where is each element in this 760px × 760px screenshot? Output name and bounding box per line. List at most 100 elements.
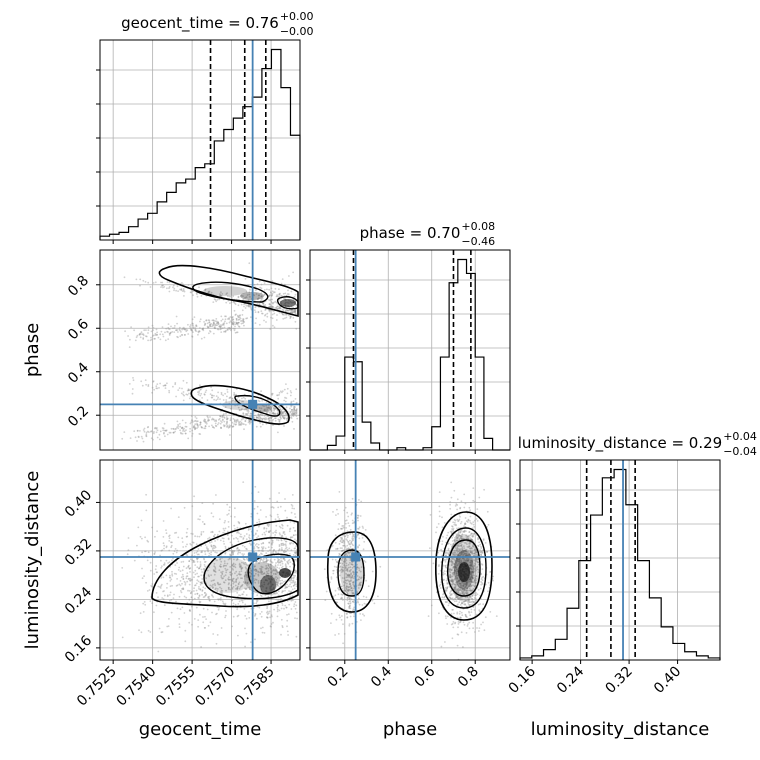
sample-point <box>284 564 287 567</box>
sample-point <box>363 560 366 562</box>
sample-point <box>255 416 258 418</box>
sample-point <box>278 559 281 561</box>
sample-point <box>245 594 248 596</box>
sample-point <box>178 583 181 586</box>
sample-point <box>238 522 241 525</box>
sample-point <box>474 631 476 633</box>
sample-point <box>208 319 211 322</box>
sample-point <box>293 405 296 408</box>
sample-point <box>330 578 333 580</box>
sample-point <box>222 531 225 534</box>
sample-point <box>257 294 260 297</box>
sample-point <box>293 311 296 313</box>
sample-point <box>237 321 240 324</box>
sample-point <box>287 613 290 615</box>
sample-point <box>470 564 473 567</box>
sample-point <box>183 328 186 331</box>
sample-point <box>219 565 222 568</box>
sample-point <box>258 518 260 521</box>
sample-point <box>469 604 472 606</box>
sample-point <box>143 430 146 433</box>
sample-point <box>458 621 461 624</box>
sample-point <box>258 407 261 409</box>
sample-point <box>269 589 272 591</box>
sample-point <box>257 543 260 546</box>
sample-point <box>441 596 444 599</box>
sample-point <box>197 518 200 520</box>
sample-point <box>228 327 231 329</box>
sample-point <box>188 583 191 586</box>
sample-point <box>199 588 202 591</box>
sample-point <box>246 576 249 578</box>
sample-point <box>291 562 294 565</box>
sample-point <box>210 580 213 582</box>
sample-point <box>457 626 459 629</box>
sample-point <box>183 295 185 297</box>
sample-point <box>295 534 297 536</box>
sample-point <box>281 554 283 557</box>
sample-point <box>229 541 232 544</box>
sample-point <box>137 435 140 438</box>
sample-point <box>235 331 238 334</box>
sample-point <box>149 339 152 342</box>
sample-point <box>182 588 185 591</box>
sample-point <box>220 590 223 592</box>
sample-point <box>185 531 188 534</box>
sample-point <box>171 584 174 587</box>
sample-point <box>258 400 261 403</box>
sample-point <box>285 413 288 416</box>
sample-point <box>254 612 257 615</box>
sample-point <box>227 513 230 515</box>
sample-point <box>266 613 269 616</box>
sample-point <box>267 577 270 580</box>
sample-point <box>285 316 288 319</box>
sample-point <box>170 599 173 601</box>
sample-point <box>134 436 137 439</box>
sample-point <box>240 422 243 425</box>
sample-point <box>127 537 130 539</box>
sample-point <box>175 315 178 318</box>
sample-point <box>285 397 288 399</box>
sample-point <box>270 301 273 303</box>
sample-point <box>236 323 239 326</box>
sample-point <box>286 630 289 633</box>
sample-point <box>268 530 271 533</box>
sample-point <box>148 431 150 433</box>
sample-point <box>232 578 234 580</box>
sample-point <box>268 417 271 420</box>
sample-point <box>211 587 214 589</box>
sample-point <box>171 573 174 576</box>
sample-point <box>221 416 224 419</box>
sample-point <box>177 290 180 292</box>
sample-point <box>246 581 249 584</box>
sample-point <box>168 535 170 538</box>
sample-point <box>231 399 233 402</box>
sample-point <box>217 321 220 324</box>
sample-point <box>229 571 232 574</box>
sample-point <box>272 411 274 414</box>
sample-point <box>284 396 286 399</box>
sample-point <box>236 558 239 561</box>
sample-point <box>192 425 195 428</box>
sample-point <box>445 617 447 620</box>
sample-point <box>243 546 246 548</box>
sample-point <box>284 317 286 320</box>
sample-point <box>230 301 233 304</box>
sample-point <box>278 525 281 528</box>
sample-point <box>188 560 191 562</box>
sample-point <box>256 416 258 419</box>
sample-point <box>290 549 293 552</box>
sample-point <box>236 526 239 529</box>
sample-point <box>180 331 182 333</box>
sample-point <box>133 430 136 433</box>
sample-point <box>226 425 229 428</box>
sample-point <box>271 575 274 577</box>
sample-point <box>456 498 459 501</box>
sample-point <box>235 318 238 320</box>
sample-point <box>232 318 235 321</box>
sample-point <box>261 584 263 587</box>
sample-point <box>188 389 190 391</box>
sample-point <box>454 505 457 507</box>
sample-point <box>225 589 227 592</box>
sample-point <box>208 321 211 324</box>
